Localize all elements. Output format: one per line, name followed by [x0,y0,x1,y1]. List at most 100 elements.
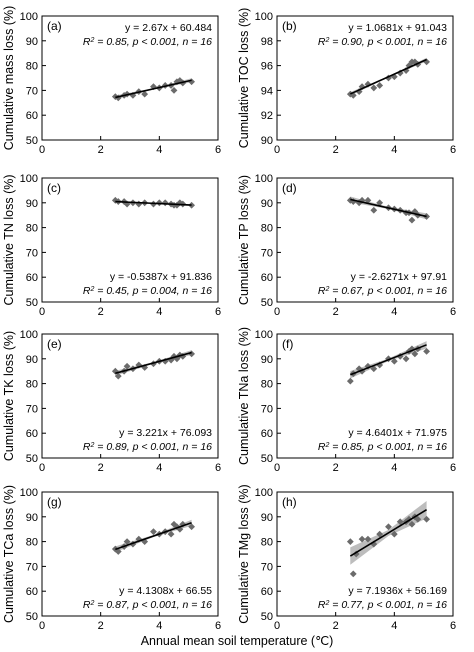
x-axis-label: Annual mean soil temperature (℃) [141,634,334,648]
data-point [370,84,378,92]
y-tick-label: 50 [26,453,38,465]
plot-frame [41,15,219,141]
y-tick-label: 100 [255,487,273,499]
data-point [376,199,384,207]
x-tick-label: 2 [98,462,104,474]
regression-equation: y = 2.67x + 60.484 [125,22,212,34]
x-tick-label: 4 [156,462,162,474]
y-tick-label: 60 [261,586,273,598]
y-tick-label: 80 [261,537,273,549]
y-tick-label: 70 [26,561,38,573]
data-point [123,362,131,370]
x-tick-label: 2 [98,620,104,632]
y-tick-label: 100 [20,329,38,341]
data-point [349,91,357,99]
data-point [188,78,195,86]
fit-line [115,351,192,375]
regression-equation: y = 3.221x + 76.093 [119,427,212,439]
y-tick-label: 96 [261,61,273,73]
y-tick-label: 50 [26,297,38,309]
data-point [114,372,122,380]
panel-label: (c) [47,181,61,195]
x-tick-label: 0 [39,462,45,474]
x-tick-label: 6 [450,620,456,632]
x-tick-label: 2 [98,144,104,156]
x-tick-label: 0 [274,144,280,156]
data-point [170,352,178,360]
y-tick-label: 70 [26,403,38,415]
data-point [150,528,157,536]
x-tick-label: 6 [215,144,221,156]
y-tick-label: 90 [261,135,273,147]
x-tick-label: 4 [391,144,397,156]
y-tick-label: 92 [261,110,273,122]
x-tick-label: 4 [156,306,162,318]
y-tick-label: 90 [26,198,38,210]
y-tick-label: 60 [26,428,38,440]
x-tick-label: 2 [333,620,339,632]
y-tick-label: 80 [261,223,273,235]
y-tick-label: 80 [26,61,38,73]
data-point [141,364,149,371]
x-tick-label: 0 [39,144,45,156]
x-tick-label: 0 [274,620,280,632]
y-tick-label: 60 [26,110,38,122]
y-tick-label: 60 [26,586,38,598]
data-point [111,93,119,100]
y-tick-label: 70 [261,247,273,259]
y-axis-label: Cumulative TN loss (%) [2,174,16,305]
panel-g: 0 2 4 6 50 60 70 80 90 100 Cumulative TCa loss (%)… [2,485,221,632]
panel-label: (g) [47,495,62,509]
data-point [385,523,392,531]
data-point [402,355,410,363]
data-point [364,196,372,204]
x-tick-label: 4 [391,620,397,632]
data-point [405,62,413,69]
regression-stats: R2 = 0.85, p < 0.001, n = 16 [83,36,212,48]
plot-frame [276,491,454,617]
x-tick-label: 6 [215,462,221,474]
x-tick-label: 6 [450,462,456,474]
x-tick-label: 6 [215,306,221,318]
data-point [346,377,354,385]
data-point [346,538,354,545]
data-point [390,530,398,538]
x-tick-label: 0 [39,306,45,318]
plot-frame [41,491,219,617]
regression-stats: R2 = 0.90, p < 0.001, n = 16 [318,36,447,48]
regression-stats: R2 = 0.77, p < 0.001, n = 16 [318,599,447,611]
x-tick-label: 2 [333,144,339,156]
y-tick-label: 100 [20,11,38,23]
data-point [408,520,416,528]
data-point [385,355,392,363]
x-tick-label: 4 [156,620,162,632]
panel-e: 0 2 4 6 50 60 70 80 90 100 Cumulative TK loss (%) (… [2,329,221,474]
data-point [141,90,149,98]
regression-stats: R2 = 0.67, p < 0.001, n = 16 [318,285,447,297]
y-tick-label: 90 [26,36,38,48]
y-tick-label: 80 [26,537,38,549]
data-point [411,350,419,358]
y-tick-label: 80 [261,379,273,391]
x-tick-label: 6 [215,620,221,632]
panel-b: 0 2 4 6 90 92 94 96 98 100 Cumulative TOC loss (%)… [237,8,456,156]
x-tick-label: 2 [98,306,104,318]
y-tick-label: 70 [26,247,38,259]
panel-label: (e) [47,337,62,351]
data-point [135,361,143,369]
y-tick-label: 90 [261,512,273,524]
y-axis-label: Cumulative TK loss (%) [2,331,16,461]
plot-frame [41,333,219,459]
y-tick-label: 94 [261,85,273,97]
y-axis-label: Cumulative TNa loss (%) [237,327,251,465]
data-point [414,515,422,523]
data-point [376,530,384,538]
fit-line [350,344,427,376]
y-tick-label: 50 [26,611,38,623]
data-point [114,548,122,555]
fit-line [115,79,192,99]
y-tick-label: 60 [26,272,38,284]
fit-line [115,200,192,206]
y-tick-label: 90 [261,354,273,366]
data-point [167,530,175,538]
